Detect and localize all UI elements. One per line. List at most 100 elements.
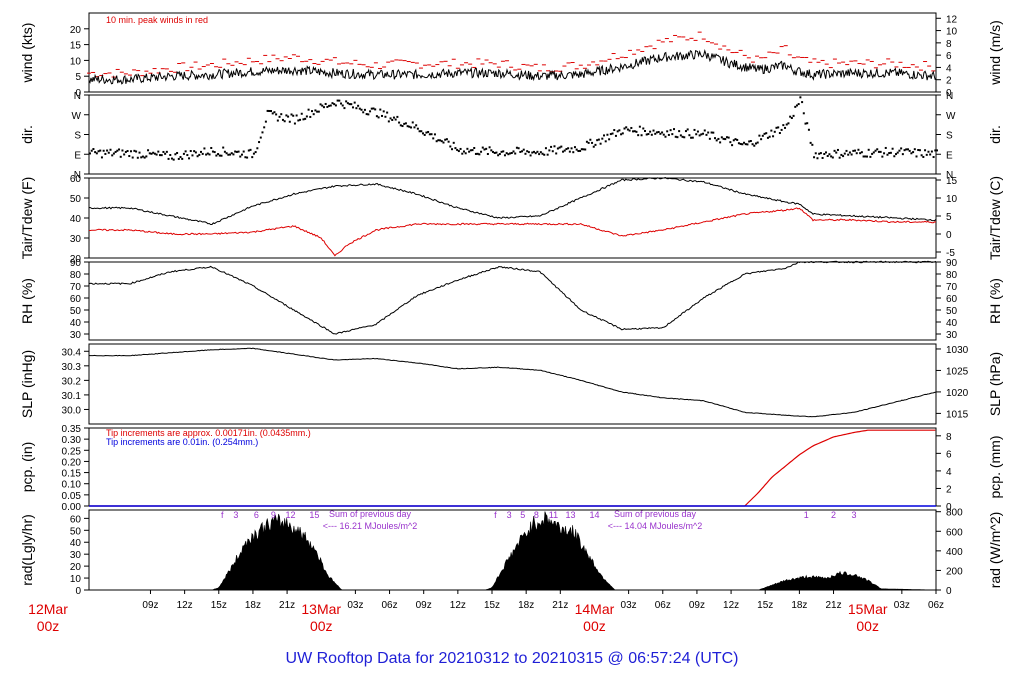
pcp-annotation-red: Tip increments are approx. 0.00171in. (0… <box>106 428 311 438</box>
pcp-y2tick-label: 8 <box>946 432 952 443</box>
dir-point <box>191 154 194 157</box>
dir-point <box>194 151 197 154</box>
dir-point <box>181 157 184 160</box>
dir-point <box>667 133 670 136</box>
dir-point <box>90 149 93 152</box>
dir-point <box>696 130 699 133</box>
dir-point <box>662 133 665 136</box>
dir-point <box>107 151 110 154</box>
day-label: 13Mar <box>301 601 341 617</box>
dir-point <box>855 152 858 155</box>
dir-point <box>572 151 575 154</box>
dir-point <box>462 150 465 153</box>
rh-frame <box>88 261 937 341</box>
dir-point <box>377 116 380 119</box>
dir-point <box>369 110 372 113</box>
dir-point <box>734 138 737 141</box>
dir-point <box>637 134 640 137</box>
dir-point <box>854 149 857 152</box>
wind-frame <box>88 12 937 93</box>
temperature-ytick-label: 60 <box>70 174 82 185</box>
dir-point <box>790 117 793 120</box>
dir-point <box>715 139 718 142</box>
wind-ytick-label: 20 <box>70 25 82 36</box>
dir-point <box>792 114 795 117</box>
dir-point <box>451 148 454 151</box>
x-tick-label: 15z <box>211 600 227 611</box>
dir-point <box>799 96 802 99</box>
dir-point <box>435 140 438 143</box>
dir-point <box>625 126 628 129</box>
dir-point <box>934 149 937 152</box>
dir-point <box>427 130 430 133</box>
dir-point <box>930 150 933 153</box>
dir-point <box>717 137 720 140</box>
dir-point <box>671 133 674 136</box>
dir-point <box>650 133 653 136</box>
dir-point <box>698 134 701 137</box>
wind-y2tick-label: 4 <box>946 63 952 74</box>
dir-point <box>597 138 600 141</box>
dir-point <box>795 104 798 107</box>
dir-point <box>544 147 547 150</box>
slp-y2tick-label: 1020 <box>946 388 969 399</box>
dir-point <box>444 138 447 141</box>
dir-point <box>719 141 722 144</box>
dir-point <box>379 108 382 111</box>
dir-point <box>606 133 609 136</box>
dir-point <box>182 152 185 155</box>
wind-y2tick-label: 2 <box>946 76 952 87</box>
wind-series-line <box>88 49 936 85</box>
dir-point <box>700 133 703 136</box>
dir-point <box>329 104 332 107</box>
dir-point <box>353 101 356 104</box>
rh-ytick-label: 90 <box>70 258 82 269</box>
dir-point <box>290 113 293 116</box>
dir-point <box>189 150 192 153</box>
rad-y2label: rad (W/m^2) <box>987 512 1003 589</box>
dir-point <box>532 150 535 153</box>
dir-point <box>396 115 399 118</box>
x-tick-label: 06z <box>381 600 397 611</box>
dir-point <box>351 106 354 109</box>
rad-annotation: <--- 16.21 MJoules/m^2 <box>323 521 418 531</box>
dir-point <box>246 156 249 159</box>
pcp-ytick-label: 0.35 <box>62 424 82 435</box>
dir-point <box>708 137 711 140</box>
dir-point <box>915 155 918 158</box>
dir-point <box>410 126 413 129</box>
dir-point <box>864 155 867 158</box>
wind-annotation: 10 min. peak winds in red <box>106 15 208 25</box>
dir-point <box>603 134 606 137</box>
dir-point <box>628 129 631 132</box>
dir-point <box>879 150 882 153</box>
dir-point <box>264 120 267 123</box>
dir-point <box>358 107 361 110</box>
dir-point <box>174 153 177 156</box>
dir-point <box>270 110 273 113</box>
rad-y2tick-label: 400 <box>946 547 963 558</box>
temperature-series-tdew <box>88 207 937 257</box>
dir-point <box>592 145 595 148</box>
dir-point <box>440 140 443 143</box>
dir-point <box>159 154 162 157</box>
dir-point <box>608 138 611 141</box>
pcp-ytick-label: 0.05 <box>62 491 82 502</box>
dir-point <box>222 146 225 149</box>
dir-point <box>515 146 518 149</box>
dir-point <box>527 151 530 154</box>
dir-point <box>418 130 421 133</box>
dir-point <box>126 150 129 153</box>
dir-y2label: dir. <box>987 125 1003 144</box>
rad-ytick-label: 0 <box>75 586 81 597</box>
dir-point <box>500 150 503 153</box>
slp-series-slp <box>88 347 937 418</box>
temperature-series-tair <box>88 176 937 225</box>
dir-point <box>727 136 730 139</box>
dir-point <box>457 150 460 153</box>
dir-point <box>271 112 274 115</box>
dir-point <box>95 152 98 155</box>
dir-point <box>929 153 932 156</box>
dir-point <box>551 150 554 153</box>
dir-point <box>372 107 375 110</box>
